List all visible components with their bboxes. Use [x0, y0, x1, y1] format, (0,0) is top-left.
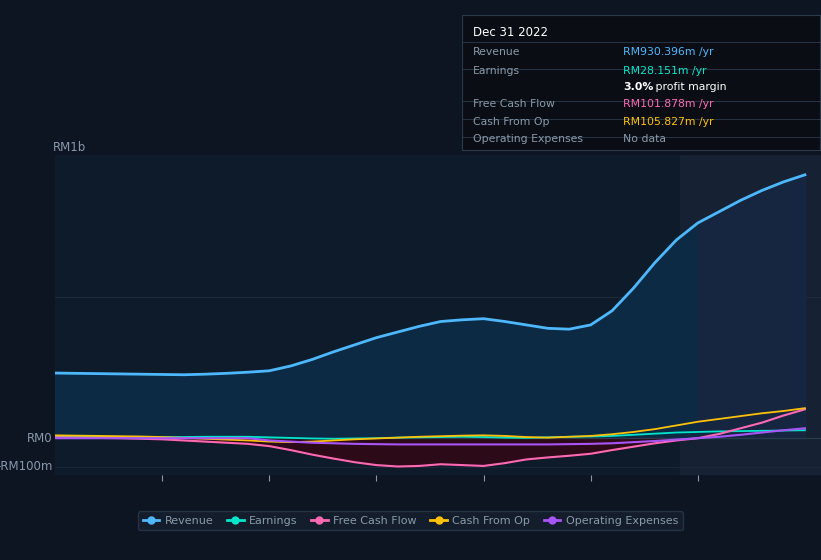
- Text: Free Cash Flow: Free Cash Flow: [473, 99, 555, 109]
- Text: Operating Expenses: Operating Expenses: [473, 134, 583, 144]
- Text: RM101.878m /yr: RM101.878m /yr: [623, 99, 713, 109]
- Text: RM0: RM0: [27, 432, 53, 445]
- Text: RM105.827m /yr: RM105.827m /yr: [623, 117, 713, 127]
- Bar: [680, 155, 821, 475]
- Text: -RM100m: -RM100m: [0, 460, 53, 473]
- Text: Cash From Op: Cash From Op: [473, 117, 549, 127]
- Text: RM930.396m /yr: RM930.396m /yr: [623, 48, 713, 58]
- Text: RM1b: RM1b: [53, 141, 86, 155]
- Text: profit margin: profit margin: [652, 82, 727, 92]
- Text: Revenue: Revenue: [473, 48, 521, 58]
- Text: 3.0%: 3.0%: [623, 82, 654, 92]
- Text: No data: No data: [623, 134, 666, 144]
- Legend: Revenue, Earnings, Free Cash Flow, Cash From Op, Operating Expenses: Revenue, Earnings, Free Cash Flow, Cash …: [138, 511, 683, 530]
- Text: Earnings: Earnings: [473, 66, 520, 76]
- Text: Dec 31 2022: Dec 31 2022: [473, 26, 548, 39]
- Text: RM28.151m /yr: RM28.151m /yr: [623, 66, 707, 76]
